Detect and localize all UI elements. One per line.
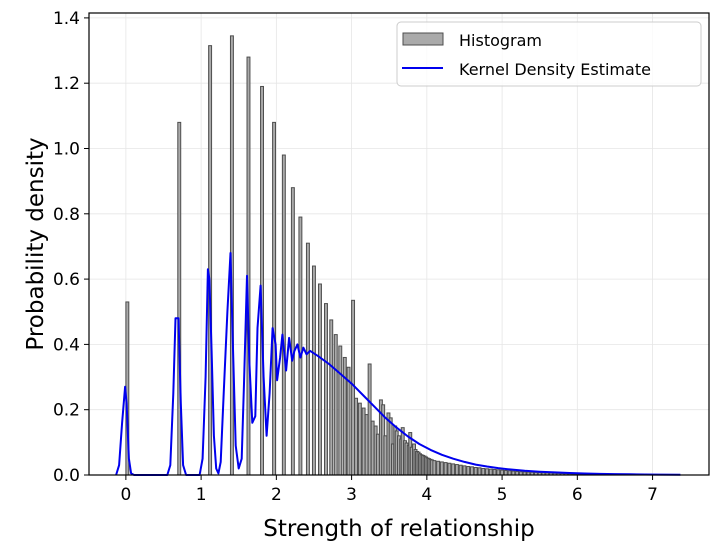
x-axis-title: Strength of relationship bbox=[263, 516, 534, 542]
y-tick-label: 0.2 bbox=[53, 401, 80, 421]
x-tick-label: 5 bbox=[497, 485, 508, 505]
histogram-bar bbox=[290, 187, 295, 476]
histogram-bar bbox=[488, 468, 493, 476]
histogram-bar bbox=[454, 464, 459, 476]
histogram-bar bbox=[473, 466, 478, 476]
y-tick-label: 0.4 bbox=[53, 335, 80, 355]
histogram-bar bbox=[507, 470, 512, 476]
histogram-bar bbox=[208, 45, 213, 476]
histogram-bar bbox=[305, 242, 310, 476]
histogram-bar bbox=[383, 435, 388, 476]
legend: Histogram Kernel Density Estimate bbox=[396, 21, 702, 87]
histogram-bar bbox=[496, 469, 501, 476]
y-tick-label: 1.4 bbox=[53, 9, 80, 29]
x-tick-label: 6 bbox=[572, 485, 583, 505]
histogram-bar bbox=[458, 464, 463, 476]
histogram-bar bbox=[346, 366, 351, 476]
histogram-bar bbox=[370, 420, 375, 476]
histogram-bar bbox=[354, 397, 359, 476]
histogram-bar bbox=[481, 467, 486, 476]
histogram-bar bbox=[364, 414, 369, 476]
histogram-bar bbox=[367, 363, 372, 476]
histogram-bar bbox=[246, 56, 251, 476]
histogram-bar bbox=[447, 462, 452, 476]
y-tick-label: 0.6 bbox=[53, 270, 80, 290]
histogram-bar bbox=[466, 466, 471, 476]
histogram-bar bbox=[351, 299, 356, 476]
histogram-bar bbox=[492, 468, 497, 476]
x-tick-label: 7 bbox=[647, 485, 658, 505]
y-tick-label: 0.8 bbox=[53, 205, 80, 225]
histogram-bar bbox=[436, 460, 441, 476]
histogram-bar bbox=[451, 463, 456, 476]
kde-line bbox=[115, 252, 681, 476]
histogram-bar bbox=[500, 469, 505, 476]
histogram-bar bbox=[477, 467, 482, 476]
histogram-bar bbox=[485, 468, 489, 476]
histogram-bar bbox=[324, 303, 328, 476]
histogram-bar bbox=[469, 466, 474, 476]
legend-box bbox=[396, 21, 702, 87]
plot-frame bbox=[88, 12, 710, 476]
histogram-bar bbox=[342, 356, 347, 476]
x-tick-label: 4 bbox=[421, 485, 432, 505]
histogram-bar bbox=[432, 460, 437, 476]
histogram-bar bbox=[177, 121, 182, 476]
histogram-bar bbox=[329, 319, 334, 476]
y-axis-title: Probability density bbox=[23, 137, 49, 350]
histogram-bar bbox=[317, 283, 322, 476]
x-tick-label: 1 bbox=[196, 485, 207, 505]
histogram-bar bbox=[503, 469, 508, 476]
kde-line-group bbox=[115, 252, 681, 476]
histogram-bar bbox=[357, 402, 362, 476]
x-tick-label: 2 bbox=[271, 485, 282, 505]
histogram-bar bbox=[462, 465, 467, 476]
x-axis-ticks: 0 1 2 3 4 5 6 7 bbox=[120, 475, 658, 505]
legend-histogram-swatch bbox=[402, 32, 444, 46]
legend-label-histogram: Histogram bbox=[459, 31, 542, 50]
legend-label-kde: Kernel Density Estimate bbox=[459, 60, 651, 79]
histogram-bar bbox=[298, 216, 303, 476]
y-axis-ticks: 0.0 0.2 0.4 0.6 0.8 1.0 1.2 1.4 bbox=[53, 9, 89, 486]
histogram-bar bbox=[338, 345, 343, 476]
y-tick-label: 1.0 bbox=[53, 139, 80, 159]
x-tick-label: 3 bbox=[346, 485, 357, 505]
histogram-bar bbox=[361, 407, 366, 476]
histogram-bar bbox=[375, 433, 380, 476]
histogram-bar bbox=[439, 461, 444, 476]
histogram-bar bbox=[311, 265, 316, 476]
histogram-bar bbox=[333, 334, 338, 476]
histogram-bar bbox=[281, 154, 286, 476]
histogram-bar bbox=[260, 85, 264, 476]
histogram-bar bbox=[272, 121, 277, 476]
x-tick-label: 0 bbox=[120, 485, 131, 505]
y-tick-label: 0.0 bbox=[53, 466, 80, 486]
histogram-bar bbox=[443, 462, 448, 476]
y-tick-label: 1.2 bbox=[53, 74, 80, 94]
